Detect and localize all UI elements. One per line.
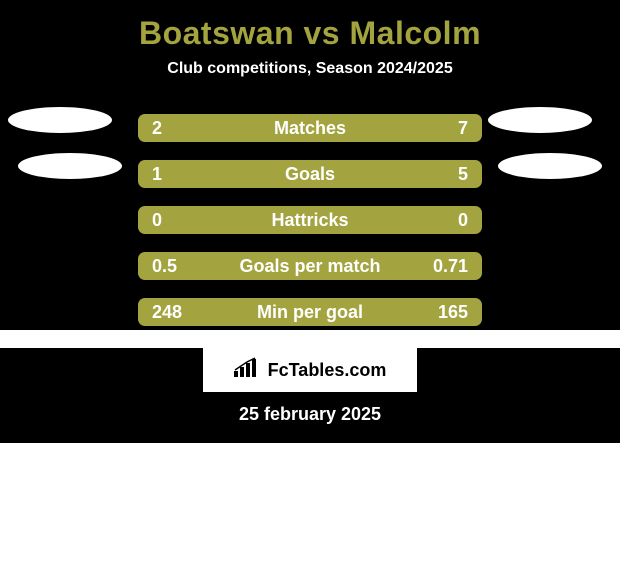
stat-bar: 2 Matches 7 bbox=[138, 114, 482, 142]
stat-row: 0.5 Goals per match 0.71 bbox=[0, 248, 620, 284]
stat-label: Goals per match bbox=[239, 256, 380, 277]
player-ellipse bbox=[18, 153, 122, 179]
stat-label: Min per goal bbox=[257, 302, 363, 323]
date-row: 25 february 2025 bbox=[0, 392, 620, 443]
bar-chart-icon bbox=[234, 357, 262, 384]
stat-value-left: 1 bbox=[152, 164, 192, 185]
stat-bar: 1 Goals 5 bbox=[138, 160, 482, 188]
stats-container: 2 Matches 7 1 Goals 5 0 Hattricks 0 0.5 Goals per … bbox=[0, 92, 620, 330]
stat-label: Goals bbox=[285, 164, 335, 185]
stat-label: Matches bbox=[274, 118, 346, 139]
header: Boatswan vs Malcolm Club competitions, S… bbox=[0, 0, 620, 92]
player-ellipse bbox=[8, 107, 112, 133]
date-text: 25 february 2025 bbox=[239, 404, 381, 424]
stat-label: Hattricks bbox=[271, 210, 348, 231]
player-ellipse bbox=[498, 153, 602, 179]
stat-value-right: 0.71 bbox=[428, 256, 468, 277]
footer-whitespace bbox=[0, 443, 620, 582]
player-ellipse bbox=[488, 107, 592, 133]
logo-text: FcTables.com bbox=[268, 360, 387, 381]
stat-bar: 0.5 Goals per match 0.71 bbox=[138, 252, 482, 280]
logo-section: FcTables.com bbox=[0, 348, 620, 392]
stat-value-left: 0 bbox=[152, 210, 192, 231]
page-title: Boatswan vs Malcolm bbox=[139, 15, 481, 52]
stat-value-right: 7 bbox=[428, 118, 468, 139]
stat-value-right: 5 bbox=[428, 164, 468, 185]
stat-value-left: 0.5 bbox=[152, 256, 192, 277]
stat-bar: 0 Hattricks 0 bbox=[138, 206, 482, 234]
stat-value-left: 248 bbox=[152, 302, 192, 323]
stat-row: 0 Hattricks 0 bbox=[0, 202, 620, 238]
page-subtitle: Club competitions, Season 2024/2025 bbox=[167, 60, 452, 78]
stat-bar: 248 Min per goal 165 bbox=[138, 298, 482, 326]
stat-value-right: 165 bbox=[428, 302, 468, 323]
stat-value-left: 2 bbox=[152, 118, 192, 139]
stat-row: 248 Min per goal 165 bbox=[0, 294, 620, 330]
stat-value-right: 0 bbox=[428, 210, 468, 231]
logo-box: FcTables.com bbox=[203, 348, 417, 392]
